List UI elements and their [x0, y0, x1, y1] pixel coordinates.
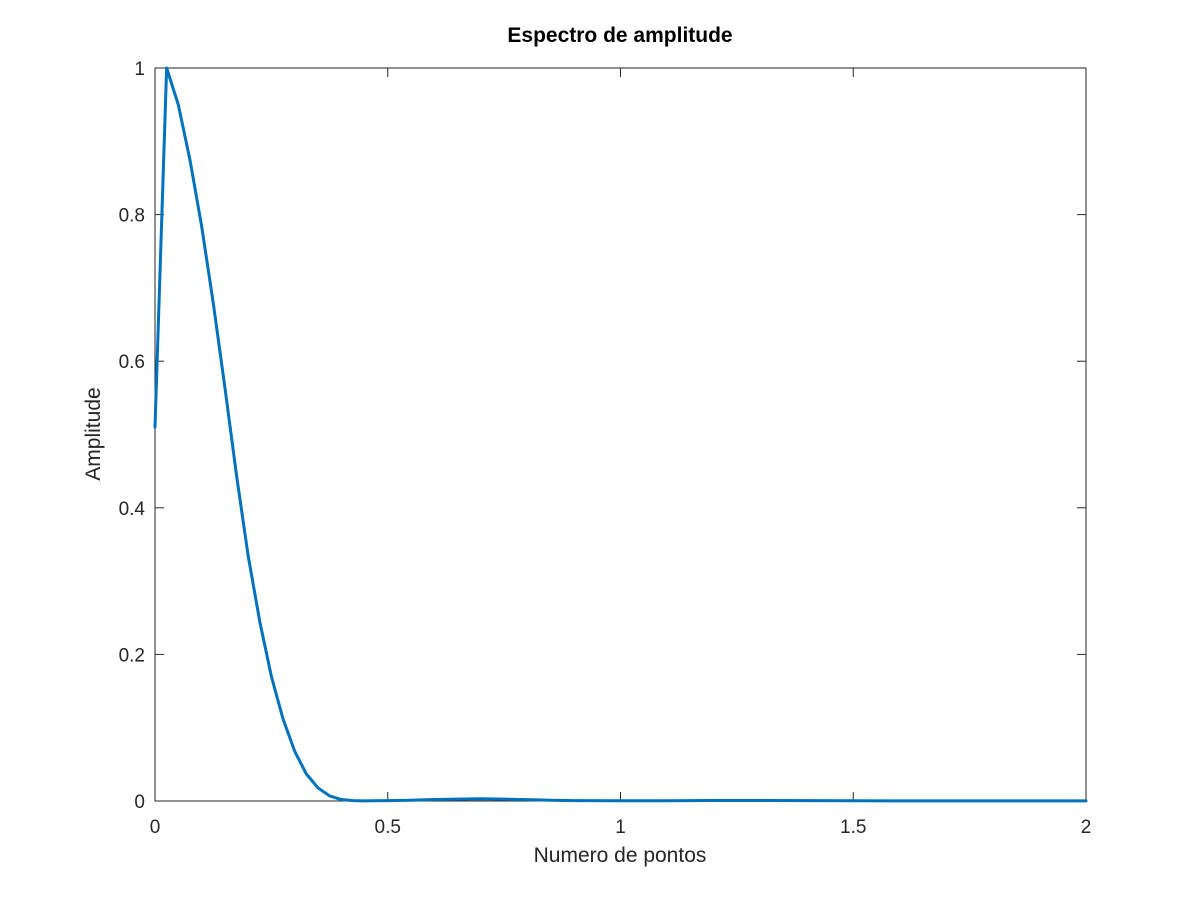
y-tick-label: 0 [134, 792, 145, 813]
chart-title: Espectro de amplitude [507, 24, 732, 47]
x-tick-label: 1.5 [840, 817, 866, 838]
plot-area [154, 67, 1087, 802]
y-tick-label: 0.4 [119, 499, 146, 520]
x-tick-label: 0 [150, 817, 161, 838]
y-axis-label: Amplitude [82, 387, 105, 480]
series-line [153, 66, 1088, 803]
y-tick-label: 0.6 [119, 352, 145, 373]
x-axis-label: Numero de pontos [534, 844, 707, 867]
axis-tick-labels: 0 0.5 1 1.5 2 0 0.2 0.4 0.6 0.8 1 [119, 59, 1092, 838]
x-tick-label: 1 [615, 817, 626, 838]
x-tick-label: 2 [1081, 817, 1092, 838]
y-tick-label: 0.8 [119, 206, 145, 227]
x-tick-label: 0.5 [375, 817, 401, 838]
y-tick-label: 1 [134, 59, 145, 80]
y-tick-label: 0.2 [119, 645, 145, 666]
